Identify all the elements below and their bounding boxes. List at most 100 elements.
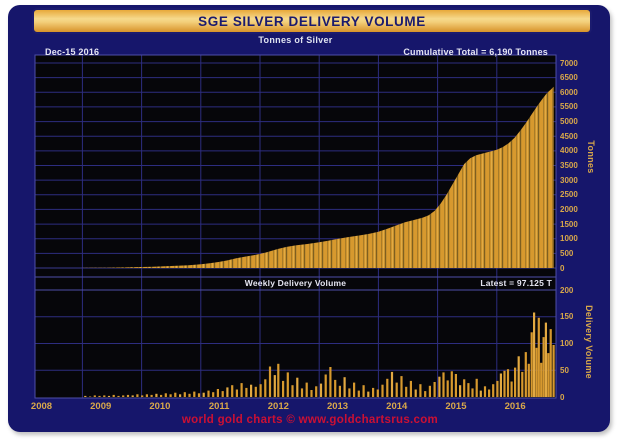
tonnes-tick-label: 4000 [560, 146, 578, 156]
weekly-bar [547, 353, 550, 397]
weekly-bar [329, 367, 332, 397]
weekly-bar [296, 377, 299, 397]
weekly-bar [463, 379, 466, 397]
weekly-bar [428, 385, 431, 397]
weekly-bar [291, 385, 294, 397]
chart-title: SGE SILVER DELIVERY VOLUME [198, 13, 426, 29]
weekly-bar [240, 383, 243, 397]
tonnes-tick-label: 6000 [560, 87, 578, 97]
weekly-bar [414, 389, 417, 397]
weekly-bar [400, 376, 403, 397]
weekly-bar [282, 380, 285, 397]
cumulative-total-annotation: Cumulative Total = 6,190 Tonnes [403, 47, 548, 57]
weekly-bar [141, 395, 144, 397]
weekly-bar [514, 367, 517, 397]
weekly-bar [386, 378, 389, 397]
weekly-bar [475, 378, 478, 397]
weekly-bar [390, 371, 394, 397]
tonnes-tick-label: 2500 [560, 190, 578, 200]
volume-tick-label: 150 [560, 312, 574, 322]
weekly-bar [527, 363, 530, 397]
weekly-bar [353, 382, 356, 397]
latest-value-label: Latest = 97.125 T [480, 278, 552, 288]
weekly-bar [277, 363, 280, 397]
weekly-bar [235, 389, 238, 397]
weekly-bar [319, 383, 323, 397]
tonnes-tick-label: 0 [560, 263, 565, 273]
weekly-bar [245, 387, 248, 397]
weekly-volume-label: Weekly Delivery Volume [244, 278, 347, 288]
weekly-bar [226, 387, 229, 397]
weekly-bar [197, 393, 201, 397]
weekly-bar [93, 395, 96, 397]
weekly-bar [136, 394, 139, 397]
tonnes-tick-label: 6500 [560, 73, 578, 83]
year-tick-label: 2013 [326, 401, 349, 412]
weekly-bar [103, 395, 106, 397]
weekly-bar [492, 384, 495, 397]
weekly-bar [300, 388, 304, 397]
weekly-bar [315, 386, 318, 397]
weekly-bar [188, 393, 191, 397]
year-tick-label: 2016 [504, 401, 526, 412]
weekly-bar [98, 395, 101, 397]
tonnes-tick-label: 5500 [560, 102, 578, 112]
weekly-bar [395, 382, 398, 397]
weekly-bar [259, 384, 262, 397]
weekly-bar [488, 389, 491, 397]
weekly-bar [499, 373, 502, 397]
weekly-bar [419, 384, 422, 397]
weekly-bar [343, 377, 346, 397]
weekly-bar [334, 379, 337, 397]
weekly-bar [250, 384, 253, 397]
weekly-bar [273, 375, 276, 397]
weekly-bar [264, 379, 267, 397]
weekly-bar [496, 380, 499, 397]
weekly-bar [107, 395, 111, 397]
weekly-bar [471, 388, 474, 397]
weekly-bar [483, 386, 487, 397]
weekly-bar [160, 394, 163, 397]
weekly-bar [533, 312, 536, 397]
weekly-bar [540, 362, 543, 397]
weekly-bar [467, 383, 470, 397]
weekly-bar [549, 329, 552, 397]
weekly-bar [348, 388, 351, 397]
weekly-bar [362, 385, 365, 397]
weekly-bar [459, 385, 462, 397]
weekly-bar [537, 317, 540, 397]
tonnes-tick-label: 3000 [560, 175, 578, 185]
weekly-bar [544, 322, 547, 397]
weekly-bar [542, 337, 545, 397]
weekly-bar [454, 374, 457, 397]
volume-tick-label: 50 [560, 365, 569, 375]
weekly-bar [376, 389, 379, 397]
tonnes-tick-label: 2000 [560, 204, 578, 214]
weekly-bar [372, 387, 375, 397]
weekly-bar [521, 371, 524, 397]
tonnes-tick-label: 1000 [560, 234, 578, 244]
weekly-bar [254, 386, 257, 397]
volume-tick-label: 100 [560, 339, 574, 348]
year-tick-label: 2009 [90, 401, 112, 412]
weekly-bar [405, 386, 408, 397]
weekly-bar [552, 345, 555, 397]
weekly-bar [145, 394, 148, 397]
volume-tick-label: 0 [560, 392, 565, 402]
weekly-bar [424, 391, 427, 397]
year-tick-label: 2011 [208, 401, 230, 412]
weekly-bar [503, 370, 506, 397]
weekly-bar [286, 372, 289, 397]
weekly-bar [155, 393, 158, 397]
weekly-bar [381, 384, 384, 397]
weekly-bar [517, 356, 520, 397]
weekly-bar [131, 395, 134, 397]
date-annotation: Dec-15 2016 [45, 47, 100, 57]
weekly-bar [357, 390, 360, 397]
weekly-bar [524, 352, 527, 397]
weekly-bar [506, 369, 510, 397]
weekly-bar [179, 394, 182, 397]
weekly-bar [202, 392, 205, 397]
